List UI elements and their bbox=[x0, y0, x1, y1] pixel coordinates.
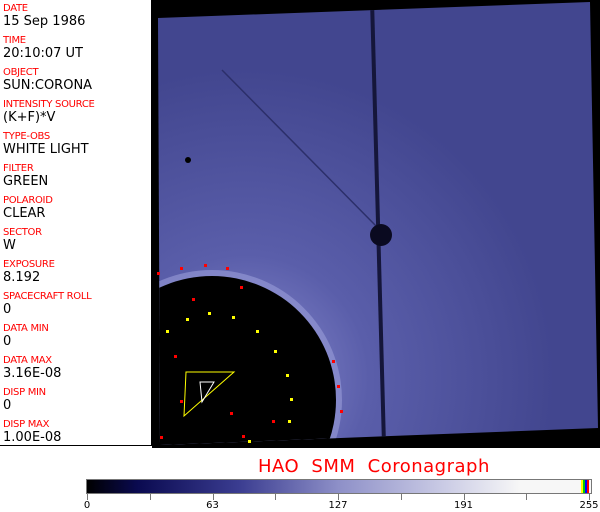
colorbar-tick bbox=[149, 494, 151, 500]
field-value: GREEN bbox=[3, 174, 49, 189]
field-label: FILTER bbox=[3, 163, 34, 174]
pylon-knob bbox=[370, 224, 392, 246]
info-field: DATE 15 Sep 1986 bbox=[3, 3, 85, 29]
colorbar-tick-label: 127 bbox=[328, 500, 348, 511]
colorbar-end-yellow bbox=[581, 480, 583, 493]
colorbar-tick bbox=[338, 494, 339, 500]
colorbar-tick bbox=[400, 494, 402, 500]
field-label: TIME bbox=[3, 35, 26, 46]
field-label: OBJECT bbox=[3, 67, 39, 78]
field-value: WHITE LIGHT bbox=[3, 142, 89, 157]
coronagraph-image bbox=[152, 0, 600, 448]
info-field: TYPE-OBS WHITE LIGHT bbox=[3, 131, 89, 157]
field-label: DATA MAX bbox=[3, 355, 52, 366]
colorbar-tick-label: 255 bbox=[579, 500, 599, 511]
colorbar-tick-label: 0 bbox=[83, 500, 91, 511]
colorbar-tick bbox=[87, 494, 88, 500]
field-value: 8.192 bbox=[3, 270, 41, 285]
info-field: DATA MAX 3.16E-08 bbox=[3, 355, 61, 381]
field-label: SPACECRAFT ROLL bbox=[3, 291, 92, 302]
colorbar-tick-label: 191 bbox=[453, 500, 474, 511]
info-field: DATA MIN 0 bbox=[3, 323, 49, 349]
field-value: 0 bbox=[3, 334, 12, 349]
colorbar-tick bbox=[526, 494, 528, 500]
info-field: EXPOSURE 8.192 bbox=[3, 259, 55, 285]
field-label: SECTOR bbox=[3, 227, 42, 238]
field-label: DISP MIN bbox=[3, 387, 46, 398]
pylon bbox=[370, 2, 386, 445]
colorbar-tick bbox=[275, 494, 277, 500]
field-value: W bbox=[3, 238, 16, 253]
colorbar-end-green bbox=[583, 480, 585, 493]
info-field: SPACECRAFT ROLL 0 bbox=[3, 291, 92, 317]
info-field: FILTER GREEN bbox=[3, 163, 48, 189]
info-field: TIME 20:10:07 UT bbox=[3, 35, 83, 61]
colorbar-end-blue bbox=[585, 480, 587, 493]
colorbar-tick-label: 63 bbox=[206, 500, 219, 511]
field-label: INTENSITY SOURCE bbox=[3, 99, 95, 110]
colorbar-tick bbox=[463, 494, 465, 500]
info-field: INTENSITY SOURCE (K+F)*V bbox=[3, 99, 95, 125]
field-value: 0 bbox=[3, 302, 12, 317]
field-value: CLEAR bbox=[3, 206, 46, 221]
info-field: DISP MAX 1.00E-08 bbox=[3, 419, 61, 445]
field-value: 3.16E-08 bbox=[3, 366, 62, 381]
chart-title: HAO SMM Coronagraph bbox=[258, 456, 490, 477]
field-value: 0 bbox=[3, 398, 12, 413]
field-label: POLAROID bbox=[3, 195, 53, 206]
field-value: 20:10:07 UT bbox=[3, 46, 83, 61]
field-label: EXPOSURE bbox=[3, 259, 55, 270]
info-field: POLAROID CLEAR bbox=[3, 195, 53, 221]
info-field: SECTOR W bbox=[3, 227, 42, 253]
colorbar bbox=[86, 479, 592, 494]
info-field: OBJECT SUN:CORONA bbox=[3, 67, 92, 93]
overlay-markers bbox=[157, 264, 343, 443]
colorbar-tick bbox=[212, 494, 214, 500]
info-field: DISP MIN 0 bbox=[3, 387, 46, 413]
field-value: 1.00E-08 bbox=[3, 430, 62, 445]
colorbar-end-red bbox=[587, 480, 589, 493]
field-value: (K+F)*V bbox=[3, 110, 56, 125]
header-info-panel: DATE 15 Sep 1986 TIME 20:10:07 UT OBJECT SUN:… bbox=[0, 0, 152, 446]
field-value: SUN:CORONA bbox=[3, 78, 93, 93]
field-label: DISP MAX bbox=[3, 419, 50, 430]
field-label: DATE bbox=[3, 3, 28, 14]
field-value: 15 Sep 1986 bbox=[3, 14, 86, 29]
field-label: DATA MIN bbox=[3, 323, 49, 334]
colorbar-tick bbox=[589, 494, 590, 500]
field-label: TYPE-OBS bbox=[3, 131, 50, 142]
